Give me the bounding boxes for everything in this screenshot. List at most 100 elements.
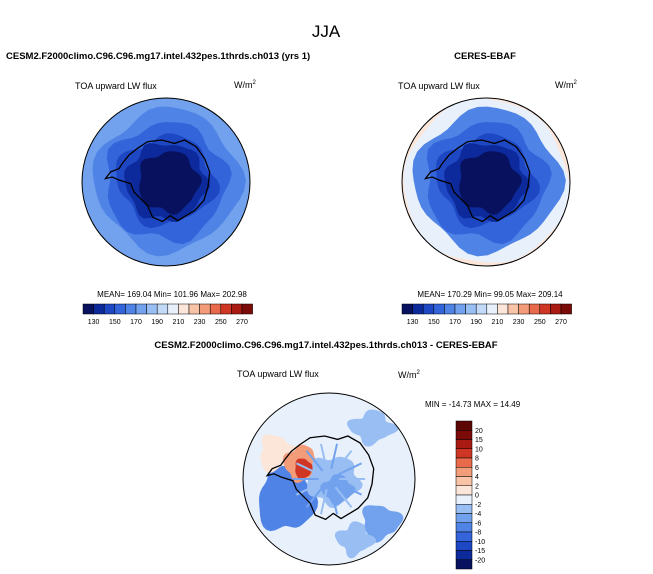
colorbar-tick-label: 20 <box>475 428 483 435</box>
colorbar-swatch <box>507 303 519 315</box>
colorbar-tick-label: -4 <box>475 511 481 518</box>
colorbar-tick-label: 230 <box>513 319 525 326</box>
colorbar-tick-label: 210 <box>492 319 504 326</box>
map-contour-fill-5 <box>459 151 522 215</box>
colorbar-swatch <box>93 303 105 315</box>
map-streak <box>334 450 353 472</box>
colorbar-tick-label: -20 <box>475 557 485 564</box>
colorbar-swatch <box>178 303 190 315</box>
map-contour-fill-1 <box>347 409 399 447</box>
map-border <box>81 97 251 267</box>
colorbar-swatch <box>455 457 473 468</box>
colorbar-swatch <box>455 476 473 486</box>
map-streak <box>337 462 362 476</box>
colorbar-swatch <box>455 513 473 523</box>
colorbar-swatch <box>539 303 551 315</box>
coastline <box>103 139 211 223</box>
colorbar-swatch <box>518 303 530 315</box>
colorbar-swatch <box>455 485 473 496</box>
colorbar-swatch <box>241 303 253 315</box>
colorbar-tick-label: -2 <box>475 502 481 509</box>
map-streak <box>330 443 339 470</box>
colorbar-tick-label: 190 <box>151 319 163 326</box>
colorbar-swatch <box>220 303 232 315</box>
colorbar-swatch <box>455 559 473 570</box>
colorbar-swatch <box>135 303 147 315</box>
colorbar-swatch <box>401 303 413 315</box>
panel-3-variable: TOA upward LW flux <box>237 369 319 379</box>
colorbar-swatch <box>199 303 211 315</box>
colorbar-swatch <box>560 303 572 315</box>
colorbar-swatch <box>528 303 541 315</box>
map-contour-fill-5 <box>139 151 202 215</box>
colorbar-tick-label: -10 <box>475 539 485 546</box>
colorbar-swatch <box>103 303 116 315</box>
panel-1-title: CESM2.F2000climo.C96.C96.mg17.intel.432p… <box>6 51 311 62</box>
colorbar-tick-label: -8 <box>475 530 481 537</box>
colorbar-tick-label: 0 <box>475 493 479 500</box>
colorbar-swatch <box>188 303 200 315</box>
map-border <box>242 392 416 566</box>
colorbar-swatch <box>455 439 473 449</box>
panel-2-units: W/m2 <box>555 80 577 90</box>
colorbar-tick-label: 4 <box>475 474 479 481</box>
colorbar-swatch <box>433 303 445 315</box>
panel-2-title: CERES-EBAF <box>454 51 516 62</box>
panel-2-variable: TOA upward LW flux <box>398 81 480 91</box>
panel-1-units: W/m2 <box>234 80 256 90</box>
colorbar-tick-label: 190 <box>470 319 482 326</box>
panel-1-map <box>81 97 251 267</box>
panel-3-map <box>242 392 416 566</box>
colorbar-tick-label: 250 <box>534 319 546 326</box>
colorbar-swatch <box>455 504 473 514</box>
colorbar-tick-label: 130 <box>407 319 419 326</box>
colorbar-swatch <box>114 303 126 315</box>
colorbar-swatch <box>422 303 435 315</box>
colorbar-swatch <box>455 467 473 477</box>
colorbar-tick-label: 210 <box>173 319 185 326</box>
colorbar-tick-label: -15 <box>475 548 485 555</box>
map-border <box>401 97 571 267</box>
colorbar-swatch <box>455 448 473 459</box>
colorbar-swatch <box>550 303 562 315</box>
colorbar-tick-label: 250 <box>215 319 227 326</box>
colorbar-swatch <box>497 303 509 315</box>
colorbar-tick-label: 170 <box>130 319 142 326</box>
colorbar-swatch <box>486 303 498 315</box>
colorbar-swatch <box>412 303 424 315</box>
colorbar-tick-label: 10 <box>475 446 483 453</box>
colorbar-swatch <box>455 420 473 431</box>
colorbar-tick-label: 150 <box>428 319 440 326</box>
coastline <box>265 435 375 521</box>
colorbar-swatch <box>454 303 466 315</box>
map-streak <box>296 462 321 476</box>
colorbar-swatch <box>465 303 477 315</box>
map-streak <box>305 450 324 472</box>
colorbar-tick-label: -6 <box>475 520 481 527</box>
map-streak <box>334 486 353 508</box>
colorbar-tick-label: 15 <box>475 437 483 444</box>
colorbar-swatch <box>455 494 473 505</box>
colorbar-swatch <box>156 303 169 315</box>
panel-3-title: CESM2.F2000climo.C96.C96.mg17.intel.432p… <box>154 340 498 351</box>
colorbar-tick-label: 6 <box>475 465 479 472</box>
colorbar-swatch <box>125 303 137 315</box>
colorbar-swatch <box>455 430 473 440</box>
panel-1-stats: MEAN= 169.04 Min= 101.96 Max= 202.98 <box>97 290 247 299</box>
colorbar-tick-label: 230 <box>194 319 206 326</box>
map-streak <box>305 486 324 508</box>
colorbar-tick-label: 2 <box>475 483 479 490</box>
colorbar-tick-label: 130 <box>88 319 100 326</box>
colorbar-swatch <box>455 522 473 533</box>
panel-2-map <box>401 97 571 267</box>
panel-2-colorbar: 130 150 170 190 210 230 250 270 <box>401 303 572 326</box>
colorbar-swatch <box>444 303 456 315</box>
colorbar-swatch <box>475 303 488 315</box>
panel-1-colorbar: 130 150 170 190 210 230 250 270 <box>82 303 253 326</box>
colorbar-swatch <box>231 303 243 315</box>
colorbar-swatch <box>167 303 179 315</box>
colorbar-swatch <box>82 303 94 315</box>
colorbar-tick-label: 270 <box>236 319 248 326</box>
colorbar-swatch <box>209 303 222 315</box>
colorbar-tick-label: 8 <box>475 456 479 463</box>
